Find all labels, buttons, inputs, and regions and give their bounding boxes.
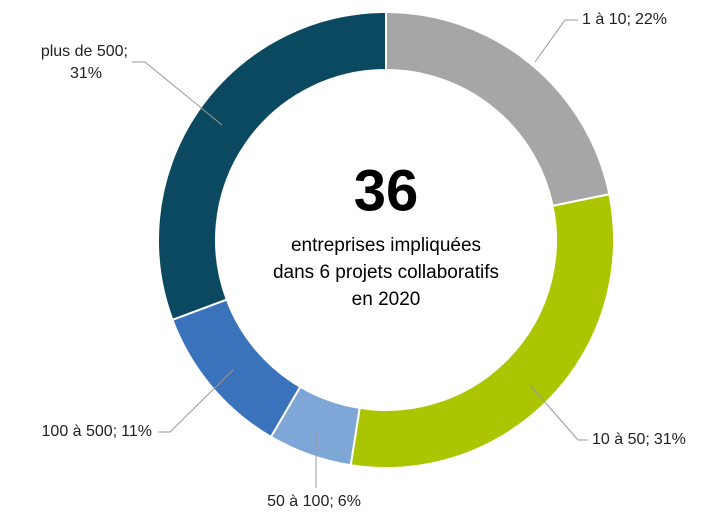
center-text: en 2020 xyxy=(352,289,421,310)
leader-line xyxy=(529,384,588,441)
data-label: 1 à 10; 22% xyxy=(582,11,667,28)
data-label-sep: ; xyxy=(645,431,649,448)
data-label-category: 1 à 10 xyxy=(582,11,627,28)
donut-segment xyxy=(157,10,387,322)
center-text: dans 6 projets collaboratifs xyxy=(273,262,499,283)
data-label-value: 11% xyxy=(121,423,152,440)
leader-line xyxy=(132,61,223,126)
data-label-value: 31% xyxy=(654,431,686,448)
data-label-value: 31% xyxy=(70,65,102,82)
data-label-category: 100 à 500 xyxy=(42,423,113,440)
data-label-sep: ; xyxy=(329,493,333,510)
data-label: 10 à 50; 31% xyxy=(592,431,686,448)
data-label-sep: ; xyxy=(124,43,128,60)
data-label-value: 6% xyxy=(338,493,361,510)
data-label-sep: ; xyxy=(626,11,630,28)
data-label-category: 50 à 100 xyxy=(267,493,329,510)
data-label-category: plus de 500 xyxy=(41,43,124,60)
data-label-value: 22% xyxy=(635,11,667,28)
donut-segment xyxy=(385,10,611,208)
leader-line xyxy=(158,369,234,433)
data-label-sep: ; xyxy=(113,423,117,440)
center-text: entreprises impliquées xyxy=(291,235,481,256)
data-label-category: 10 à 50 xyxy=(592,431,645,448)
leader-line xyxy=(534,19,578,63)
donut-segment xyxy=(171,298,302,439)
data-label: plus de 500; 31% xyxy=(41,43,128,82)
data-label: 100 à 500; 11% xyxy=(42,423,152,440)
center-value: 36 xyxy=(354,158,419,223)
data-label: 50 à 100; 6% xyxy=(267,493,361,510)
